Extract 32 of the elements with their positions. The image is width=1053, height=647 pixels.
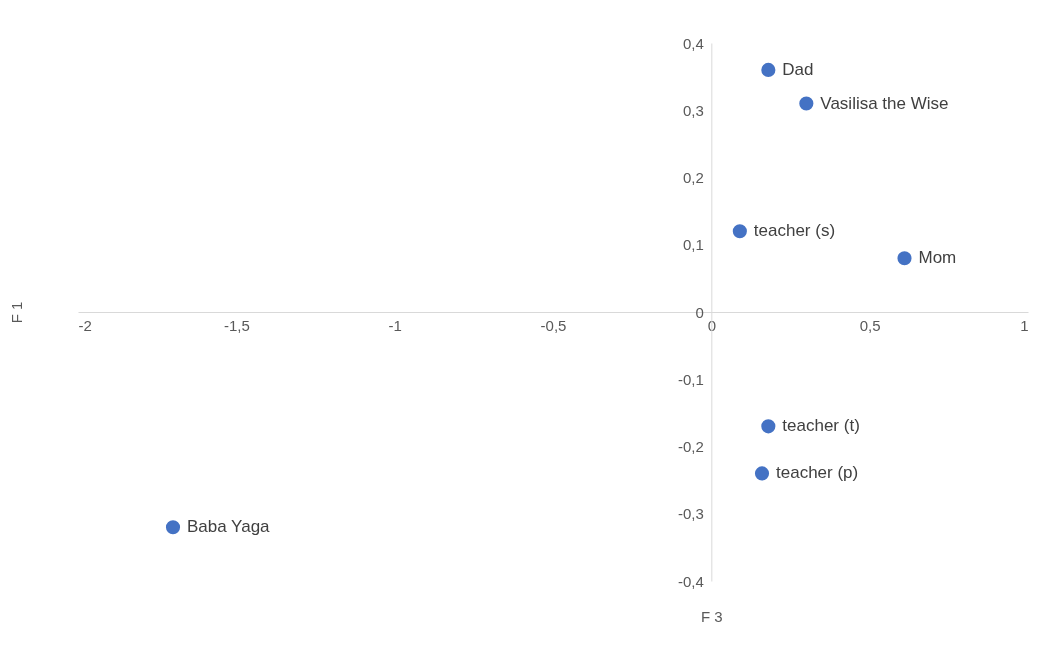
x-tick-label: -1 [388, 316, 402, 334]
y-tick-label: 0,3 [682, 101, 704, 119]
point [754, 466, 770, 481]
annotation: Mom [918, 248, 957, 268]
annotation: Dad [782, 59, 814, 79]
x-tick-label: 1 [1020, 316, 1029, 334]
x-tick-label: 0 [707, 316, 717, 334]
y-tick-label: 0,4 [682, 34, 704, 52]
x-tick-label: -2 [78, 316, 92, 334]
point [732, 224, 747, 239]
y-axis-title: F 1 [7, 301, 25, 324]
annotation: Vasilisa the Wise [820, 93, 949, 113]
annotation: Baba Yaga [187, 517, 271, 537]
point [165, 520, 181, 535]
x-tick-label: 0,5 [859, 316, 881, 334]
point [761, 419, 776, 434]
y-tick-label: -0,4 [677, 572, 704, 590]
annotation: teacher (t) [782, 416, 860, 436]
y-tick-label: 0,1 [682, 236, 704, 254]
x-tick-label: -1,5 [223, 316, 250, 334]
x-axis-title: F 3 [700, 607, 723, 625]
point [897, 251, 912, 266]
y-tick-label: 0,2 [682, 169, 704, 186]
point [799, 96, 814, 111]
annotation: teacher (p) [776, 463, 859, 483]
y-tick-label: 0 [695, 303, 704, 321]
annotation: teacher (s) [753, 221, 836, 241]
x-tick-label: -0,5 [540, 316, 567, 334]
y-tick-label: -0,3 [677, 505, 704, 523]
point [761, 62, 776, 77]
y-tick-label: -0,2 [677, 438, 704, 455]
y-tick-label: -0,1 [677, 370, 704, 388]
